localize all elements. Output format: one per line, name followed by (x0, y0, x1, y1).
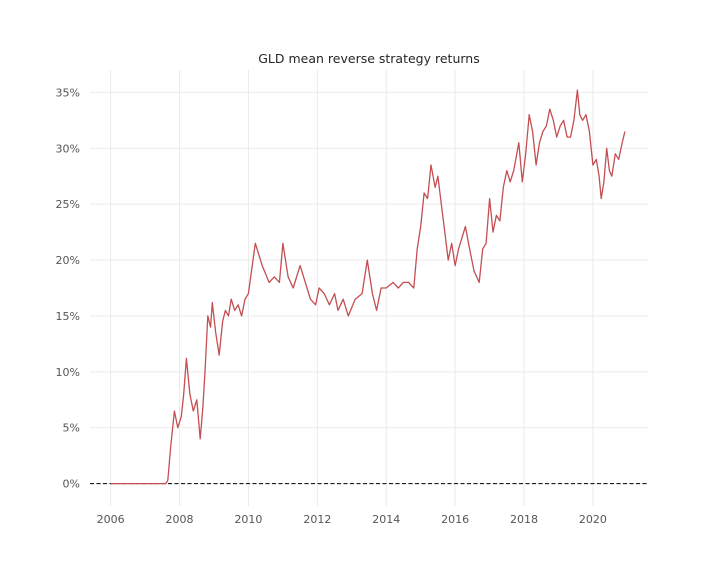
grid (90, 70, 648, 506)
y-tick-label: 35% (56, 86, 80, 99)
returns-series-line (110, 89, 626, 485)
y-tick-label: 5% (63, 422, 80, 435)
x-tick-label: 2016 (441, 513, 469, 526)
y-tick-label: 20% (56, 254, 80, 267)
x-tick-label: 2008 (166, 513, 194, 526)
y-tick-label: 15% (56, 310, 80, 323)
tick-labels: 0% 5% 10% 15% 20% 25% 30% 35% 2006 2008 2010 2012 20… (56, 86, 607, 526)
x-tick-label: 2020 (579, 513, 607, 526)
chart-title: GLD mean reverse strategy returns (258, 51, 479, 66)
x-tick-label: 2014 (372, 513, 400, 526)
y-tick-label: 10% (56, 366, 80, 379)
y-tick-label: 0% (63, 478, 80, 491)
x-tick-label: 2006 (97, 513, 125, 526)
y-tick-label: 25% (56, 198, 80, 211)
x-tick-label: 2012 (303, 513, 331, 526)
series-layer (110, 89, 626, 485)
y-tick-label: 30% (56, 142, 80, 155)
x-tick-label: 2018 (510, 513, 538, 526)
x-tick-label: 2010 (234, 513, 262, 526)
